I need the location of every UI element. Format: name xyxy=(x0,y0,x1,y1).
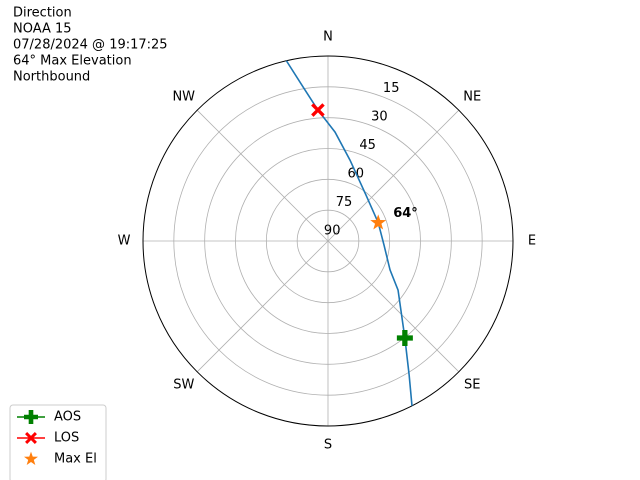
legend-label: Max El xyxy=(54,452,97,467)
angle-label: E xyxy=(528,234,536,249)
legend-marker xyxy=(24,410,38,424)
legend-label: AOS xyxy=(54,410,81,425)
angle-label: S xyxy=(324,438,332,453)
grid-spoke xyxy=(196,109,329,242)
grid-spoke xyxy=(327,109,460,242)
angle-label: NE xyxy=(463,89,481,104)
grid-spoke xyxy=(196,240,329,373)
grid-spoke xyxy=(327,240,460,373)
title-line: 64° Max Elevation xyxy=(13,54,132,69)
radial-label: 15 xyxy=(383,81,400,96)
marker-x xyxy=(311,103,325,117)
marker-plus xyxy=(396,329,413,346)
angle-label: W xyxy=(118,234,131,249)
radial-label: 30 xyxy=(371,109,388,124)
value-label: 64° xyxy=(393,206,418,221)
track-line xyxy=(285,60,413,406)
outer-frame xyxy=(142,55,514,427)
title-line: Northbound xyxy=(13,70,90,85)
marker-star xyxy=(370,214,387,230)
legend-marker xyxy=(25,432,37,444)
radial-label: 45 xyxy=(359,138,376,153)
title-line: Direction xyxy=(13,6,72,21)
radial-label: 90 xyxy=(324,223,341,238)
legend: AOS LOS Max El xyxy=(9,404,107,480)
title-line: 07/28/2024 @ 19:17:25 xyxy=(13,38,168,53)
legend-label: LOS xyxy=(54,431,79,446)
title-line: NOAA 15 xyxy=(13,22,72,37)
legend-marker xyxy=(24,451,38,465)
angle-label: NW xyxy=(172,89,195,104)
angle-label: N xyxy=(323,30,333,45)
radial-label: 75 xyxy=(336,195,353,210)
angle-label: SW xyxy=(173,378,194,393)
angle-label: SE xyxy=(464,378,480,393)
